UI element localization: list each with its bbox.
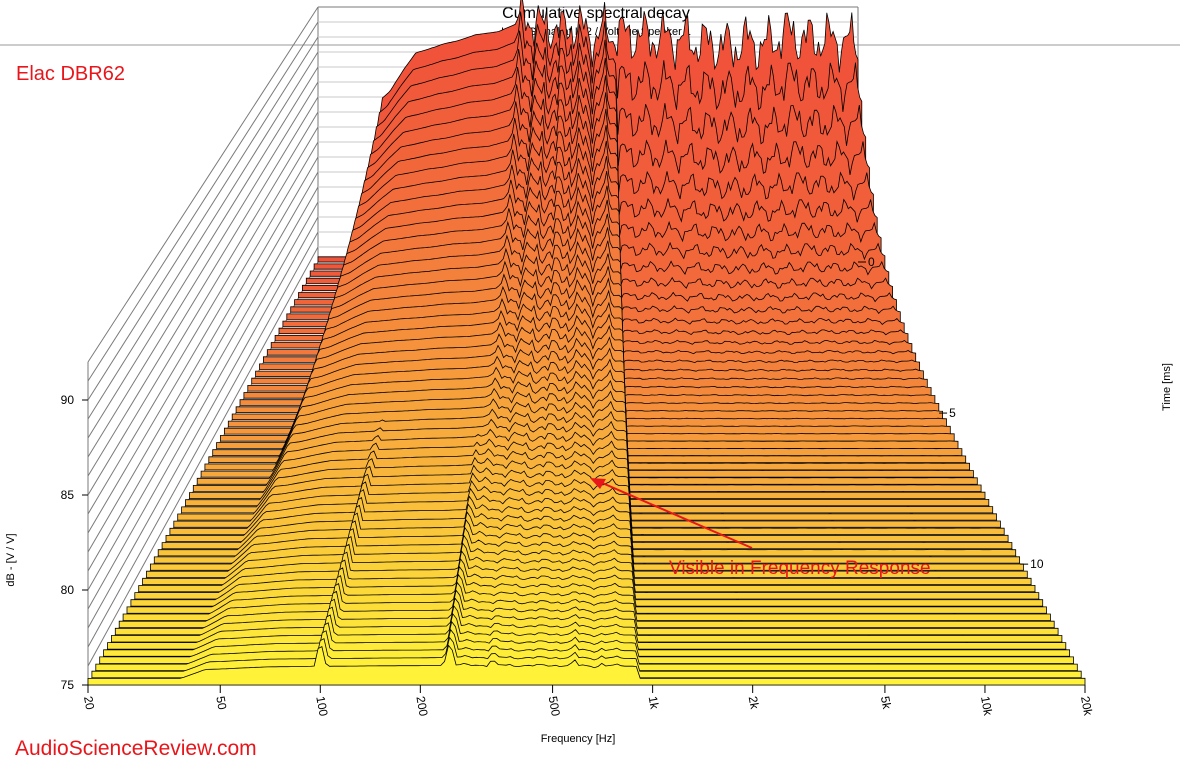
x-tick-label: 2k xyxy=(746,695,762,711)
x-axis-ticks: 20 50 100 200 500 1k 2k 5k 10k 20k xyxy=(81,685,1095,718)
annotation-arrow xyxy=(590,478,753,549)
decay-slice xyxy=(87,644,1086,686)
decay-slices xyxy=(87,0,1086,686)
x-tick-label: 10k xyxy=(978,695,995,717)
x-tick-label: 1k xyxy=(646,695,662,711)
x-tick-label: 20k xyxy=(1078,695,1095,717)
time-tick-label: 0 xyxy=(868,255,875,269)
time-axis-label: Time [ms] xyxy=(1161,363,1173,411)
y-tick-label: 90 xyxy=(61,393,75,407)
y-tick-label: 75 xyxy=(61,678,75,692)
x-tick-label: 100 xyxy=(313,695,330,717)
annotation-text: Visible in Frequency Response xyxy=(669,558,931,579)
time-axis-ticks: 0 5 10 xyxy=(858,255,1044,571)
chart-title: Cumulative spectral decay xyxy=(502,5,690,22)
time-tick-label: 5 xyxy=(949,406,956,420)
watermark: AudioScienceReview.com xyxy=(15,737,257,760)
x-tick-label: 20 xyxy=(81,695,97,711)
product-label: Elac DBR62 xyxy=(16,63,125,85)
y-axis-ticks: 75 80 85 90 xyxy=(61,393,88,692)
y-tick-label: 80 xyxy=(61,583,75,597)
y-tick-label: 85 xyxy=(61,488,75,502)
x-tick-label: 500 xyxy=(546,695,563,717)
x-axis-label: Frequency [Hz] xyxy=(541,733,616,745)
x-tick-label: 200 xyxy=(413,695,430,717)
x-tick-label: 5k xyxy=(878,695,894,711)
time-tick-label: 10 xyxy=(1030,557,1044,571)
x-tick-label: 50 xyxy=(213,695,229,711)
y-axis-label: dB - [V / V] xyxy=(5,533,17,586)
